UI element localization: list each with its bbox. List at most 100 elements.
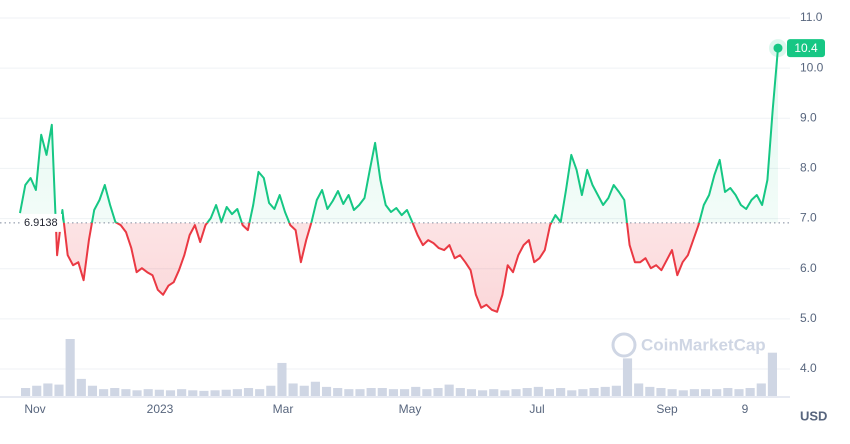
volume-bar [243,388,254,396]
volume-bar [723,388,733,396]
volume-bar [132,390,142,396]
volume-bar [366,388,376,396]
volume-bar [288,383,298,396]
volume-bar [277,362,287,396]
volume-bar [110,388,120,396]
volume-bar [344,389,354,396]
y-tick-label: 5.0 [800,311,817,325]
price-line-down [54,222,701,313]
volume-bar [266,385,276,396]
watermark: CoinMarketCap [611,332,766,358]
volume-bar [32,385,42,396]
volume-bar [556,388,566,396]
volume-bar [533,386,543,396]
y-tick-label: 7.0 [800,211,817,225]
volume-bar [321,386,332,396]
baseline-label-bg [20,213,62,232]
price-badge-label: 10.4 [794,41,818,55]
volume-bar [745,388,755,396]
volume-bar [221,389,231,396]
volume-bar [299,385,309,396]
volume-bar [65,339,75,396]
volume-bar [734,389,744,396]
volume-bar [700,389,711,396]
volume-bar [611,385,621,396]
watermark-text: CoinMarketCap [641,335,766,354]
x-tick-label: Sep [656,402,678,416]
volume-bar [388,389,398,396]
volume-bar [656,388,666,396]
volume-bar [433,388,443,396]
y-tick-label: 11.0 [800,10,823,24]
volume-bar [255,389,265,396]
volume-bar [54,384,64,396]
volume-bar [500,390,510,396]
volume-bars [21,339,777,396]
x-tick-label: Mar [273,402,294,416]
volume-bar [567,390,577,396]
x-tick-label: Jul [529,402,544,416]
plot: 6.9138 [0,39,790,313]
volume-bar [355,389,365,396]
volume-bar [712,389,722,396]
volume-bar [455,388,465,396]
volume-bar [165,390,176,396]
volume-bar [99,389,109,396]
volume-bar [121,389,131,396]
x-tick-label: May [399,402,422,416]
volume-bar [199,390,209,396]
baseline-label: 6.9138 [24,217,58,229]
volume-bar [43,383,53,396]
volume-bar [466,389,477,396]
volume-bar [756,383,766,396]
volume-bar [188,390,198,396]
last-point [773,43,783,53]
x-tick-label: 9 [742,402,749,416]
volume-bar [689,389,699,396]
price-line-up [19,48,779,223]
volume-bar [522,388,532,396]
volume-bar [143,389,153,396]
volume-bar [678,390,688,396]
volume-bar [411,386,421,396]
volume-bar [210,390,220,396]
volume-bar [544,389,555,396]
volume-bar [21,388,31,396]
currency-label: USD [800,408,827,423]
volume-bar [177,389,187,396]
volume-bar [444,384,454,396]
y-tick-label: 6.0 [800,261,817,275]
watermark-logo [611,332,637,358]
price-badge [787,39,825,58]
volume-bar [76,378,86,396]
y-tick-label: 8.0 [800,161,817,175]
volume-bar [667,389,677,396]
volume-bar [310,381,320,396]
volume-bar [634,383,644,396]
volume-bar [645,386,655,396]
volume-bar [489,389,499,396]
volume-bar [622,358,633,396]
volume-bar [400,389,410,396]
volume-bar [154,389,164,396]
volume-bar [511,389,521,396]
volume-bar [600,386,610,396]
volume-bar [232,389,242,396]
y-tick-label: 4.0 [800,361,817,375]
volume-bar [87,385,98,396]
x-tick-label: 2023 [147,402,174,416]
area-below [55,222,700,312]
volume-bar [422,389,432,396]
x-tick-label: Nov [24,402,45,416]
volume-bar [377,388,387,396]
volume-bar [767,352,777,396]
volume-bar [578,389,588,396]
y-tick-label: 10.0 [800,60,824,74]
area-above [20,48,778,223]
grid [0,17,790,398]
volume-bar [333,388,343,396]
volume-bar [589,388,599,396]
volume-bar [478,390,488,396]
y-tick-label: 9.0 [800,110,817,124]
